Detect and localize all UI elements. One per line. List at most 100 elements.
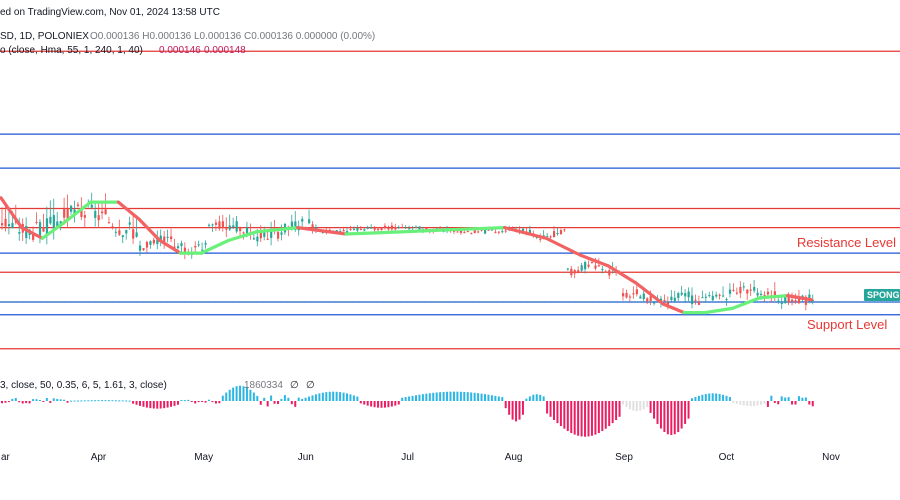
price-tag[interactable]: SPONG	[864, 289, 900, 301]
candle-body-0	[1, 223, 4, 226]
osc-bar-33	[114, 400, 117, 402]
osc-bar-57	[197, 401, 200, 403]
candle-body-146	[504, 230, 507, 232]
candle-body-214	[739, 286, 742, 294]
candle-body-176	[608, 270, 611, 276]
osc-bar-64	[221, 395, 224, 401]
osc-bar-110	[380, 401, 383, 408]
candle-body-42	[145, 241, 149, 248]
candle-body-51	[176, 246, 180, 249]
osc-bar-55	[190, 401, 193, 403]
osc-bar-58	[201, 401, 204, 402]
osc-bar-103	[356, 396, 359, 401]
candle-body-44	[152, 239, 155, 244]
osc-bar-92	[318, 393, 321, 401]
osc-bar-5	[18, 401, 21, 403]
osc-bar-225	[777, 401, 780, 405]
candle-body-108	[373, 227, 376, 230]
candle-body-105	[363, 229, 366, 231]
candle-body-175	[604, 271, 607, 273]
candle-body-208	[718, 294, 721, 296]
candle-body-32	[111, 226, 114, 229]
ma-segment-7	[158, 238, 182, 255]
osc-bar-111	[383, 401, 386, 408]
osc-bar-15	[52, 398, 55, 401]
osc-bar-42	[145, 401, 148, 408]
osc-bar-160	[553, 401, 555, 421]
osc-bar-116	[401, 397, 404, 401]
osc-bar-133	[459, 391, 462, 401]
candle-body-87	[301, 218, 304, 222]
osc-bar-210	[725, 395, 728, 401]
osc-bar-26	[90, 400, 93, 402]
candle-body-90	[311, 224, 314, 230]
osc-bar-78	[270, 395, 273, 401]
osc-bar-120	[415, 395, 417, 401]
osc-bar-234	[808, 401, 811, 405]
osc-bar-196	[677, 401, 680, 433]
osc-bar-199	[687, 401, 690, 419]
osc-bar-216	[746, 401, 749, 406]
osc-bar-98	[339, 392, 342, 401]
indicator-value-1: 0.000146	[159, 45, 201, 56]
candle-body-2	[7, 224, 11, 227]
candle-body-23	[80, 209, 83, 217]
x-axis: ar Apr May Jun Jul Aug Sep Oct Nov	[1, 452, 840, 463]
osc-bar-75	[259, 401, 262, 405]
candle-body-188	[649, 295, 652, 302]
osc-bar-143	[494, 395, 497, 401]
osc-bar-226	[780, 396, 783, 401]
osc-bar-235	[811, 401, 814, 407]
candle-body-38	[132, 229, 135, 239]
candle-body-71	[245, 227, 249, 236]
osc-bar-52	[180, 400, 183, 402]
osc-bar-204	[704, 394, 707, 401]
osc-bar-1	[4, 401, 7, 403]
osc-bar-16	[56, 398, 59, 401]
candle-body-221	[763, 294, 766, 297]
osc-bar-20	[70, 400, 72, 402]
support-level-label: Support Level	[807, 317, 887, 332]
osc-bar-122	[421, 394, 424, 401]
candle-body-21	[73, 209, 76, 215]
osc-bar-115	[397, 401, 400, 405]
candle-body-213	[735, 292, 739, 294]
hull-moving-average	[0, 196, 814, 315]
osc-bar-107	[370, 401, 373, 407]
osc-bar-68	[235, 386, 238, 401]
candle-body-171	[590, 262, 594, 264]
osc-bar-81	[280, 398, 283, 401]
candle-body-63	[218, 221, 221, 229]
candle-body-89	[308, 219, 311, 224]
osc-bar-124	[428, 393, 431, 401]
osc-bar-144	[497, 396, 500, 401]
osc-bar-171	[590, 401, 593, 436]
candle-body-209	[722, 295, 725, 297]
osc-bar-158	[546, 401, 549, 414]
candle-body-192	[663, 299, 666, 301]
candle-body-116	[401, 227, 404, 229]
osc-bar-200	[691, 398, 693, 401]
osc-bar-197	[680, 401, 683, 429]
osc-bar-35	[121, 400, 124, 402]
ma-segment-25	[758, 294, 790, 300]
osc-bar-162	[559, 401, 562, 427]
ma-segment-10	[227, 230, 258, 242]
candle-body-164	[566, 268, 569, 270]
osc-bar-21	[73, 400, 76, 402]
osc-bar-156	[539, 394, 542, 401]
candle-body-74	[256, 236, 259, 242]
candle-body-224	[773, 291, 776, 296]
candle-body-201	[694, 299, 697, 301]
osc-bar-43	[149, 401, 152, 409]
x-tick-oct: Oct	[719, 452, 735, 463]
osc-bar-97	[335, 391, 338, 401]
candle-body-67	[232, 225, 235, 227]
osc-bar-212	[732, 401, 735, 403]
osc-bar-135	[466, 392, 469, 401]
candle-body-161	[556, 233, 559, 235]
osc-bar-202	[697, 395, 700, 401]
header-ohlc: O0.000136 H0.000136 L0.000136 C0.000136 …	[90, 31, 375, 42]
